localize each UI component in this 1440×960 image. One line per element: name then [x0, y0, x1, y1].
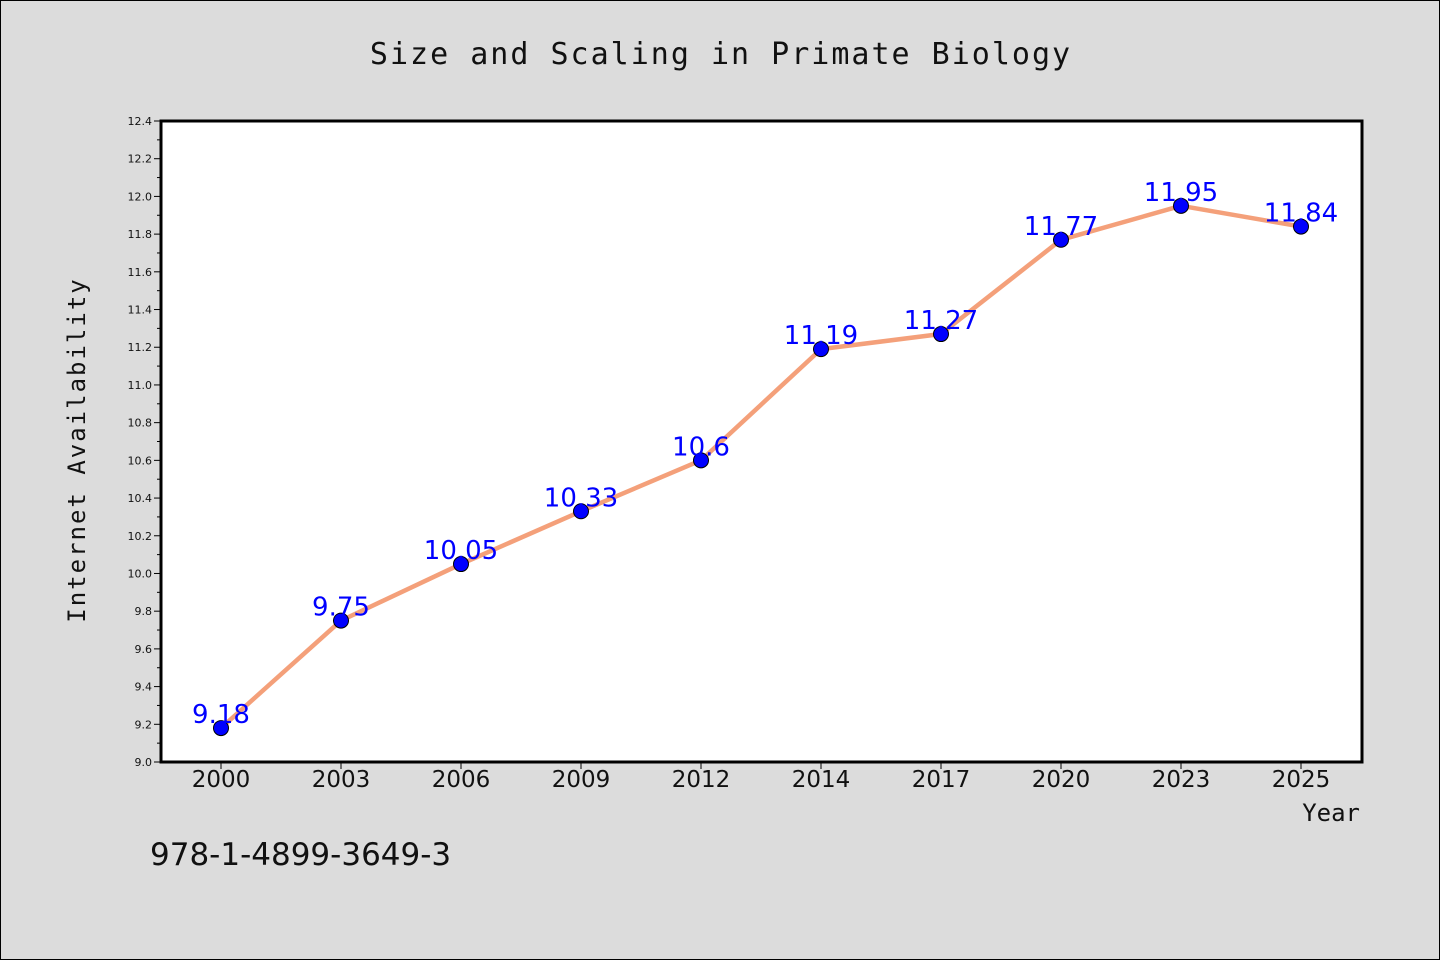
chart-title: Size and Scaling in Primate Biology — [370, 37, 1072, 72]
y-tick-label: 9.2 — [135, 718, 153, 731]
y-tick-label: 11.4 — [128, 304, 153, 317]
y-tick-label: 10.6 — [128, 454, 153, 467]
y-tick-label: 11.8 — [128, 228, 153, 241]
data-label: 10.33 — [544, 483, 618, 513]
x-tick-label: 2020 — [1032, 767, 1091, 793]
y-tick-label: 12.2 — [128, 153, 153, 166]
data-point-marker — [1053, 231, 1069, 248]
x-tick-label: 2012 — [672, 767, 731, 793]
data-labels: 9.18 9.75 10.05 10.33 10.6 11.19 11.27 11.77 11.… — [192, 178, 1338, 730]
data-point-marker — [813, 341, 829, 358]
isbn-text: 978-1-4899-3649-3 — [150, 837, 451, 873]
data-point-marker — [333, 612, 349, 629]
x-tick-label: 2017 — [912, 767, 971, 793]
data-point-marker — [573, 503, 589, 520]
y-tick-label: 11.2 — [128, 341, 153, 354]
series-markers — [213, 197, 1309, 737]
x-axis-ticks: 2000 2003 2006 2009 2012 2014 2017 2020 2023 2025 — [192, 762, 1331, 793]
data-point-marker — [1293, 218, 1309, 235]
y-tick-label: 11.6 — [128, 266, 153, 279]
data-label: 11.84 — [1264, 199, 1338, 229]
y-tick-label: 10.4 — [128, 492, 153, 505]
y-tick-label: 9.8 — [135, 605, 153, 618]
data-label: 9.75 — [312, 593, 370, 623]
y-tick-label: 11.0 — [128, 379, 153, 392]
data-label: 10.05 — [424, 536, 498, 566]
x-tick-label: 2000 — [192, 767, 251, 793]
data-point-marker — [693, 452, 709, 469]
data-label: 9.18 — [192, 700, 250, 730]
y-tick-label: 9.6 — [135, 643, 153, 656]
data-label: 11.27 — [904, 306, 978, 336]
data-label: 11.77 — [1024, 212, 1098, 242]
y-tick-label: 10.0 — [128, 567, 153, 580]
y-tick-label: 9.4 — [135, 681, 153, 694]
data-label: 11.95 — [1144, 178, 1218, 208]
plot-area — [159, 119, 1364, 764]
data-label: 10.6 — [672, 432, 730, 462]
y-tick-label: 12.4 — [128, 115, 153, 128]
y-axis-ticks: 9.0 9.2 9.4 9.6 9.8 10.0 10.2 10.4 10.6 10.8 11.0 1… — [128, 115, 161, 769]
x-tick-label: 2009 — [552, 767, 611, 793]
data-label: 11.19 — [784, 321, 858, 351]
x-tick-label: 2014 — [792, 767, 851, 793]
x-tick-label: 2023 — [1152, 767, 1211, 793]
series-line — [218, 203, 1304, 731]
x-axis-label: Year — [1302, 799, 1360, 827]
x-tick-label: 2025 — [1272, 767, 1331, 793]
y-tick-label: 12.0 — [128, 190, 153, 203]
y-tick-label: 9.0 — [135, 756, 153, 769]
data-point-marker — [453, 556, 469, 573]
data-point-marker — [1173, 197, 1189, 214]
y-tick-label: 10.2 — [128, 530, 153, 543]
x-tick-label: 2006 — [432, 767, 491, 793]
x-tick-label: 2003 — [312, 767, 371, 793]
y-tick-label: 10.8 — [128, 417, 153, 430]
y-axis-label: Internet Availability — [63, 277, 91, 622]
data-point-marker — [213, 720, 229, 737]
data-point-marker — [933, 326, 949, 343]
